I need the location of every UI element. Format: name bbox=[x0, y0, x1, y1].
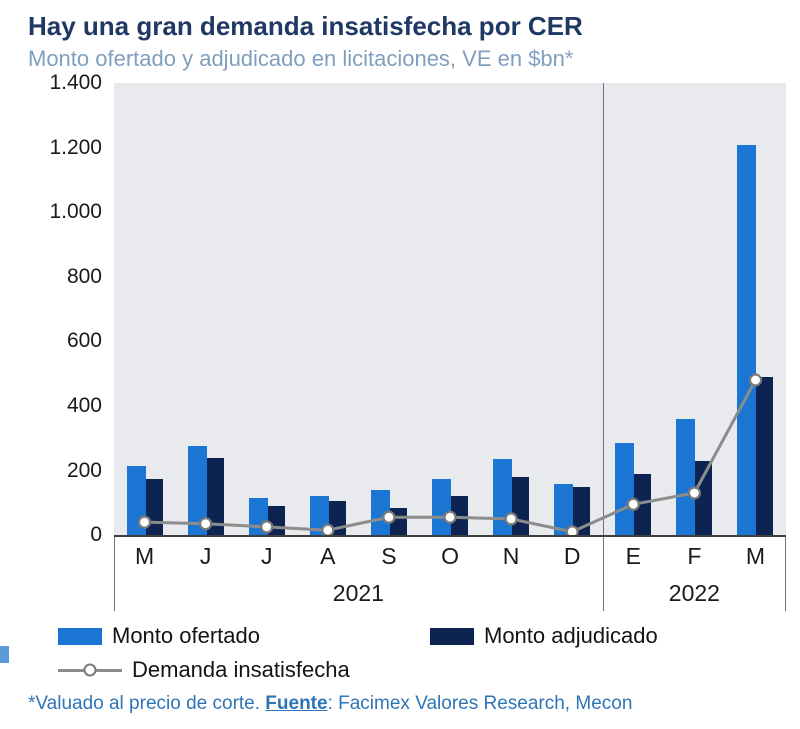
legend-label-demanda: Demanda insatisfecha bbox=[132, 657, 350, 683]
bar-adjudicado bbox=[573, 486, 591, 536]
bar-ofertado bbox=[737, 144, 757, 536]
legend: Monto ofertado Monto adjudicado Demanda … bbox=[28, 619, 786, 687]
legend-item-adjudicado: Monto adjudicado bbox=[430, 623, 658, 649]
footnote-text: *Valuado al precio de corte. bbox=[28, 693, 266, 715]
line-marker bbox=[137, 515, 152, 529]
x-tick-label: N bbox=[502, 542, 520, 569]
x-tick-label: J bbox=[260, 542, 273, 569]
axis-separator bbox=[785, 537, 786, 612]
legend-row-1: Monto ofertado Monto adjudicado bbox=[58, 619, 786, 653]
footnote-source-text: : Facimex Valores Research, Mecon bbox=[327, 693, 633, 715]
line-marker bbox=[748, 373, 763, 387]
bar-ofertado bbox=[676, 418, 696, 536]
plot-area bbox=[114, 83, 786, 538]
circle-marker-icon bbox=[83, 663, 97, 677]
x-tick-label: S bbox=[381, 542, 397, 569]
legend-row-2: Demanda insatisfecha bbox=[58, 653, 786, 687]
bar-ofertado bbox=[615, 443, 635, 536]
year-axis: 2021 2022 bbox=[114, 575, 786, 611]
year-divider bbox=[602, 83, 604, 536]
x-tick-label: M bbox=[134, 542, 155, 569]
bar-ofertado bbox=[187, 446, 207, 536]
axis-separator bbox=[602, 537, 604, 612]
y-tick-label: 1.400 bbox=[49, 71, 102, 95]
line-marker bbox=[321, 523, 335, 536]
y-tick-label: 1.200 bbox=[49, 135, 102, 159]
chart-title: Hay una gran demanda insatisfecha por CE… bbox=[28, 11, 583, 41]
legend-item-demanda: Demanda insatisfecha bbox=[58, 657, 350, 683]
bar-adjudicado bbox=[695, 460, 713, 536]
year-label: 2021 bbox=[332, 579, 384, 606]
decorative-square bbox=[0, 646, 9, 663]
x-tick-label: A bbox=[320, 542, 336, 569]
line-marker-icon bbox=[58, 663, 122, 677]
bar-ofertado bbox=[370, 490, 390, 536]
x-tick-label: J bbox=[199, 542, 212, 569]
chart-subtitle: Monto ofertado y adjudicado en licitacio… bbox=[28, 45, 574, 71]
x-tick-label: E bbox=[625, 542, 641, 569]
y-axis: 1.400 1.200 1.000 800 600 400 200 0 bbox=[28, 71, 114, 546]
axis-separator bbox=[114, 537, 115, 612]
bar-group bbox=[725, 83, 786, 536]
year-label: 2022 bbox=[668, 579, 720, 606]
line-marker bbox=[687, 486, 702, 500]
bar-adjudicado bbox=[206, 457, 224, 536]
footnote-source-label: Fuente bbox=[265, 693, 328, 715]
bar-ofertado bbox=[554, 483, 574, 536]
bar-adjudicado bbox=[634, 473, 652, 536]
bar-adjudicado bbox=[451, 496, 469, 536]
legend-label-adjudicado: Monto adjudicado bbox=[484, 623, 658, 649]
line-marker bbox=[260, 520, 274, 534]
legend-label-ofertado: Monto ofertado bbox=[112, 623, 260, 649]
y-tick-label: 400 bbox=[66, 394, 102, 418]
line-marker bbox=[198, 517, 213, 531]
bar-group bbox=[358, 83, 419, 536]
x-tick-label: F bbox=[687, 542, 702, 569]
y-tick-label: 600 bbox=[66, 329, 102, 353]
x-tick-label: M bbox=[745, 542, 766, 569]
bar-group bbox=[603, 83, 664, 536]
legend-swatch-ofertado bbox=[58, 627, 102, 645]
demanda-line-path bbox=[144, 379, 757, 534]
line-marker bbox=[443, 510, 457, 524]
bar-group bbox=[542, 83, 603, 536]
bar-adjudicado bbox=[756, 377, 774, 536]
line-marker bbox=[382, 510, 396, 524]
y-tick-label: 0 bbox=[90, 523, 102, 547]
legend-item-ofertado: Monto ofertado bbox=[58, 623, 430, 649]
y-tick-label: 1.000 bbox=[49, 200, 102, 224]
x-tick-label: D bbox=[563, 542, 581, 569]
x-tick-label: O bbox=[441, 542, 459, 569]
y-tick-label: 800 bbox=[66, 264, 102, 288]
legend-swatch-adjudicado bbox=[430, 627, 474, 645]
line-marker bbox=[626, 497, 640, 512]
axis-labels: M J J A S O N D E F M 2021 2022 bbox=[114, 537, 786, 612]
footnote: *Valuado al precio de corte. Fuente: Fac… bbox=[28, 693, 786, 715]
bar-group bbox=[664, 83, 725, 536]
demanda-line bbox=[137, 373, 763, 536]
bar-group bbox=[175, 83, 236, 536]
plot-wrap: M J J A S O N D E F M 2021 2022 bbox=[114, 83, 786, 612]
line-marker bbox=[504, 512, 518, 526]
y-tick-label: 200 bbox=[66, 458, 102, 482]
line-marker bbox=[565, 525, 579, 536]
